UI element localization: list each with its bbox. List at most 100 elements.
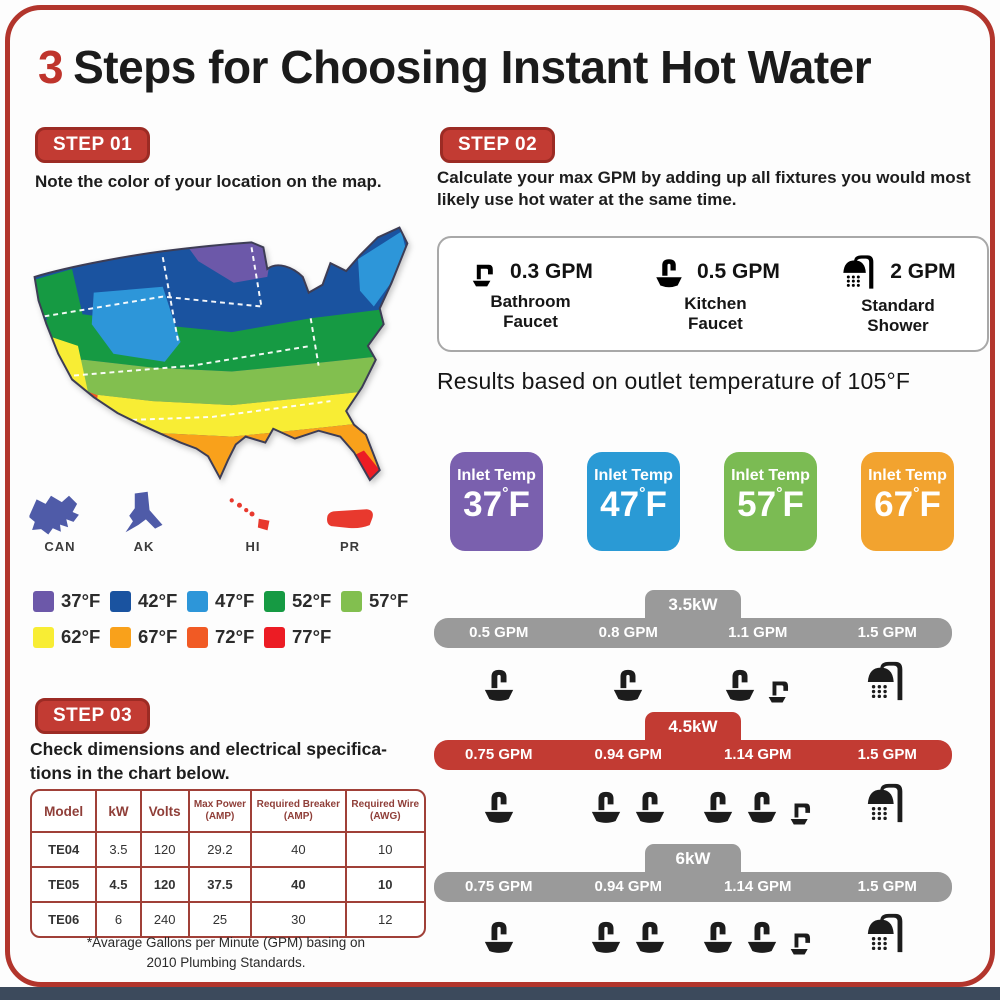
inset-alaska: AK	[110, 488, 178, 554]
inset-hawaii: HI	[222, 490, 284, 554]
table-cell: 3.5	[95, 831, 142, 868]
legend-swatch-52f	[264, 590, 285, 612]
column-header: Required Breaker (AMP)	[250, 791, 347, 833]
inlet-temp-value: 67°F	[874, 485, 941, 524]
inset-label: AK	[133, 539, 155, 554]
step-02-description: Calculate your max GPM by adding up all …	[437, 168, 971, 210]
map-dashed-borders	[44, 247, 331, 422]
spec-table: Model kW Volts Max Power (AMP) Required …	[30, 789, 426, 938]
legend-label: 62°F	[61, 626, 101, 647]
bottom-strip	[0, 987, 1000, 1000]
legend-label: 72°F	[215, 626, 255, 647]
footnote-line2: 2010 Plumbing Standards.	[146, 955, 306, 971]
legend-label: 42°F	[138, 590, 178, 611]
map-zone-37f	[182, 239, 274, 283]
table-cell: 4.5	[95, 866, 142, 903]
fixture-name: Standard Shower	[861, 296, 935, 335]
column-header: kW	[95, 791, 142, 833]
legend-swatch-57f	[341, 590, 362, 612]
gpm-value: 0.8 GPM	[598, 624, 658, 641]
inlet-temp-label: Inlet Temp	[731, 467, 810, 484]
fixture-icons-cell	[693, 658, 823, 704]
table-cell: 37.5	[187, 866, 253, 903]
gpm-value: 1.1 GPM	[728, 624, 788, 641]
inlet-temp-card-57f: Inlet Temp 57°F	[724, 452, 817, 551]
shower-icon	[864, 658, 910, 704]
table-cell: 6	[95, 901, 142, 936]
column-header: Volts	[139, 791, 190, 833]
gpm-value: 0.94 GPM	[594, 878, 663, 895]
kw-icons-4-5kw	[434, 780, 952, 826]
inlet-temp-value: 37°F	[463, 485, 530, 524]
step-02-badge: STEP 02	[440, 127, 556, 163]
gpm-value: 0.94 GPM	[594, 746, 663, 763]
fixture-name: Bathroom Faucet	[490, 292, 571, 331]
table-cell: 10	[344, 831, 424, 868]
table-cell: 25	[187, 901, 253, 936]
inlet-temp-label: Inlet Temp	[594, 467, 673, 484]
column-header: Max Power (AMP)	[187, 791, 253, 833]
kitchen-faucet-icon	[479, 916, 519, 956]
map-outline	[33, 226, 409, 482]
fixture-icons-cell	[823, 780, 953, 826]
gpm-value: 0.5 GPM	[469, 624, 529, 641]
fixture-gpm-box: 0.3 GPM Bathroom Faucet 0.5 GPM Kitchen …	[437, 236, 989, 352]
map-zone-57f	[34, 351, 408, 406]
bathroom-faucet-icon	[764, 673, 795, 704]
kw-bar-6kw: 0.75 GPM 0.94 GPM 1.14 GPM 1.5 GPM	[434, 872, 952, 902]
kitchen-faucet-icon	[720, 664, 760, 704]
fixture-standard-shower: 2 GPM Standard Shower	[838, 252, 958, 335]
table-row-te06: TE06 6 240 25 30 12	[32, 901, 424, 936]
legend-swatch-42f	[110, 590, 131, 612]
gpm-value: 0.75 GPM	[464, 878, 533, 895]
map-zone-47f-northeast	[358, 231, 406, 307]
inset-label: PR	[339, 539, 361, 554]
step-03-description-line1: Check dimensions and electrical specific…	[30, 739, 387, 759]
legend-item: 47°F	[187, 590, 264, 612]
table-cell: 40	[250, 831, 347, 868]
footnote-line1: *Avarage Gallons per Minute (GPM) basing…	[86, 935, 366, 950]
hawaii-map-icon	[229, 498, 270, 531]
kitchen-faucet-icon	[742, 916, 782, 956]
kw-bar-3-5kw: 0.5 GPM 0.8 GPM 1.1 GPM 1.5 GPM	[434, 618, 952, 648]
step-03-badge: STEP 03	[35, 698, 151, 734]
table-cell: 120	[139, 831, 190, 868]
inlet-temp-card-67f: Inlet Temp 67°F	[861, 452, 954, 551]
table-row-te04: TE04 3.5 120 29.2 40 10	[32, 831, 424, 868]
inlet-temp-value: 57°F	[737, 485, 804, 524]
legend-label: 47°F	[215, 590, 255, 611]
kitchen-faucet-icon	[630, 916, 670, 956]
table-row-te05: TE05 4.5 120 37.5 40 10	[32, 866, 424, 903]
gpm-value: 1.5 GPM	[857, 624, 917, 641]
inset-label: HI	[245, 539, 261, 554]
fixture-gpm: 0.3 GPM	[510, 260, 593, 284]
shower-icon	[864, 910, 910, 956]
legend-item: 62°F	[33, 626, 110, 648]
shower-icon	[840, 252, 880, 292]
legend-label: 37°F	[61, 590, 101, 611]
legend-label: 52°F	[292, 590, 332, 611]
inset-canada: CAN	[22, 488, 98, 554]
inset-puerto-rico: PR	[318, 503, 382, 554]
title-number: 3	[38, 41, 64, 93]
puerto-rico-map-icon	[327, 509, 373, 529]
map-zone-47f-west	[91, 286, 181, 362]
fixture-bathroom-faucet: 0.3 GPM Bathroom Faucet	[468, 256, 593, 331]
temperature-legend: 37°F 42°F 47°F 52°F 57°F 62°F 67°F 72°F …	[33, 590, 425, 648]
legend-item: 42°F	[110, 590, 187, 612]
kw-icons-6kw	[434, 910, 952, 956]
step-03-description-line2: tions in the chart below.	[30, 762, 230, 783]
fixture-icons-cell	[693, 780, 823, 826]
results-note: Results based on outlet temperature of 1…	[437, 368, 911, 394]
fixture-icons-cell	[564, 658, 694, 704]
legend-swatch-47f	[187, 590, 208, 612]
fixture-icons-cell	[823, 658, 953, 704]
footnote: *Avarage Gallons per Minute (GPM) basing…	[30, 933, 422, 974]
kitchen-faucet-icon	[586, 786, 626, 826]
table-cell: 12	[344, 901, 424, 936]
shower-icon	[864, 780, 910, 826]
legend-label: 77°F	[292, 626, 332, 647]
kw-bar-4-5kw: 0.75 GPM 0.94 GPM 1.14 GPM 1.5 GPM	[434, 740, 952, 770]
legend-item: 77°F	[264, 626, 341, 648]
legend-swatch-77f	[264, 626, 285, 648]
